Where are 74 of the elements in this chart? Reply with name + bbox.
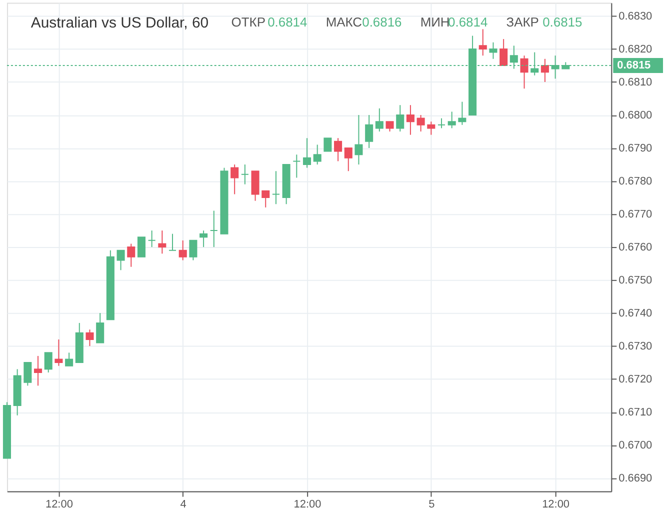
- y-tick-label: 0.6750: [618, 274, 652, 287]
- candlestick: [427, 121, 436, 136]
- candlestick: [86, 329, 94, 347]
- candlestick: [44, 352, 52, 373]
- x-tick-label: 12:00: [45, 498, 73, 511]
- candlestick: [54, 338, 63, 366]
- candlestick: [127, 243, 136, 268]
- y-tick-label: 0.6810: [618, 76, 652, 88]
- candlestick: [168, 233, 177, 251]
- x-tick-label: 4: [180, 498, 186, 511]
- candlestick: [365, 114, 374, 148]
- candlestick: [200, 230, 208, 248]
- y-tick-label: 0.6780: [618, 176, 652, 188]
- x-tick-label: 5: [428, 498, 435, 511]
- candlestick: [396, 104, 404, 132]
- candlestick: [137, 236, 146, 258]
- candlestick: [334, 138, 342, 162]
- candlestick: [500, 38, 508, 66]
- candlestick: [24, 362, 32, 386]
- y-tick-label: 0.6790: [618, 142, 652, 154]
- y-tick-label: 0.6800: [618, 109, 652, 122]
- annotation: 0.6814: [448, 14, 488, 30]
- ref-line-label: 0.6815: [617, 59, 651, 72]
- y-tick-label: 0.6770: [618, 208, 652, 221]
- annotation: 0.6814: [268, 14, 308, 30]
- candlestick: [262, 190, 270, 208]
- candlestick: [210, 210, 218, 248]
- y-tick-label: 0.6730: [618, 340, 652, 353]
- candlestick: [416, 114, 425, 132]
- candlestick: [478, 28, 487, 56]
- candlestick: [272, 170, 280, 205]
- annotation: ОТКР: [231, 14, 266, 30]
- y-tick-label: 0.6820: [618, 43, 652, 56]
- candlestick: [96, 312, 104, 344]
- candlestick: [65, 352, 74, 366]
- y-tick-label: 0.6760: [618, 242, 652, 254]
- x-tick-label: 12:00: [542, 498, 570, 511]
- candlestick: [148, 230, 156, 248]
- annotation: МАКС: [326, 14, 362, 30]
- candlestick: [189, 240, 198, 261]
- y-tick-label: 0.6830: [618, 10, 652, 22]
- candlestick: [158, 230, 166, 254]
- y-tick-label: 0.6690: [618, 472, 652, 485]
- y-tick-label: 0.6700: [618, 440, 652, 452]
- candlestick: [540, 58, 549, 82]
- y-tick-label: 0.6740: [618, 308, 652, 320]
- annotation: ЗАКР: [506, 14, 539, 30]
- candlestick: [520, 55, 528, 90]
- candlestick: [324, 138, 332, 152]
- candlestick: [292, 154, 301, 178]
- candlestick: [448, 111, 456, 129]
- candlestick: [375, 108, 384, 132]
- candlestick: [251, 170, 260, 202]
- candlestick: [406, 104, 414, 136]
- annotation: 0.6816: [362, 14, 402, 30]
- text: Australian vs US Dollar, 60: [30, 14, 209, 32]
- candlestick: [458, 101, 466, 126]
- candlestick: [344, 148, 352, 172]
- candlestick: [302, 138, 312, 168]
- candlestick: [230, 164, 239, 195]
- candlestick: [489, 42, 498, 60]
- x-tick-label: 12:00: [294, 498, 322, 511]
- candlestick: [313, 144, 322, 166]
- candlestick: [116, 250, 125, 271]
- y-tick-label: 0.6720: [618, 374, 652, 386]
- candlestick: [178, 240, 187, 261]
- candlestick: [354, 114, 363, 166]
- candlestick: [240, 164, 249, 185]
- annotation: 0.6815: [542, 14, 582, 30]
- candlestick: [437, 118, 446, 129]
- y-tick-label: 0.6710: [618, 406, 652, 419]
- candlestick: [34, 355, 42, 386]
- annotation: МИН: [420, 14, 450, 30]
- candlestick: [386, 121, 394, 132]
